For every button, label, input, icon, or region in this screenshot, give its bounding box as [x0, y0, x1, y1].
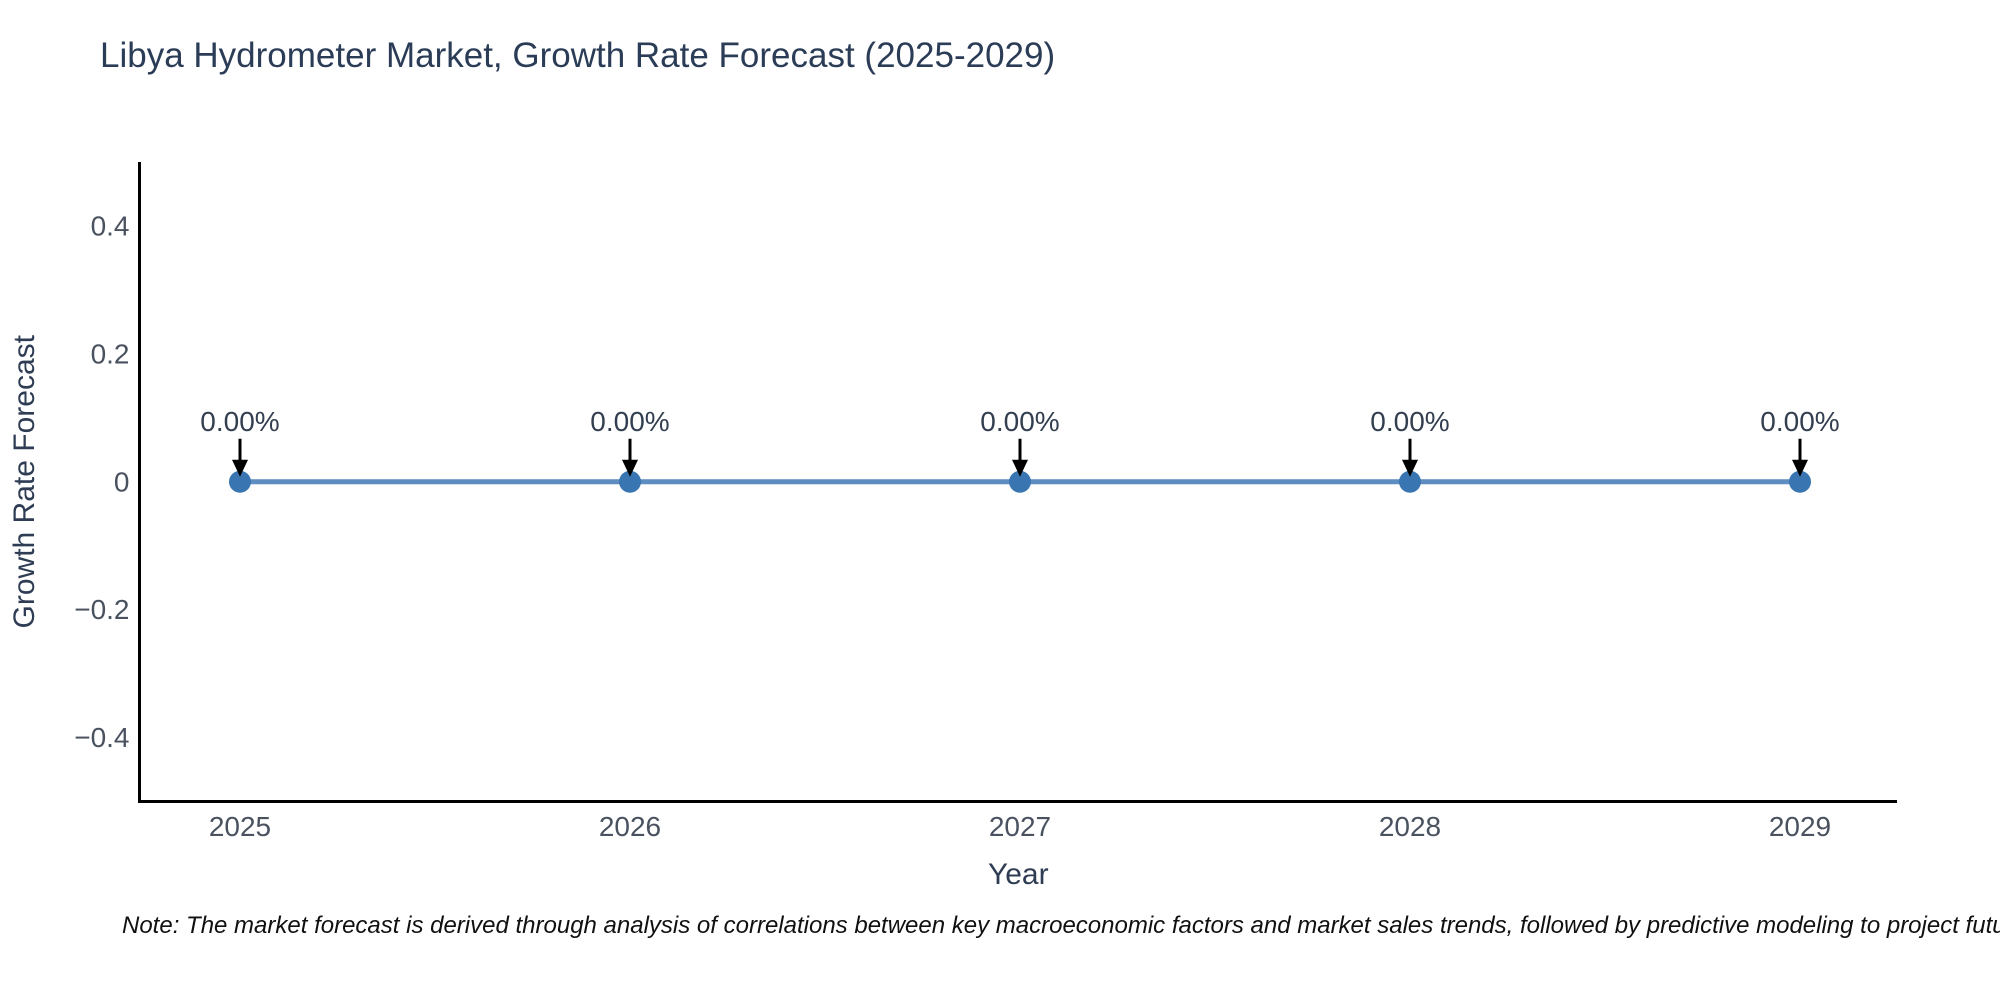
- annotation-down-arrow-icon: [1012, 459, 1028, 477]
- annotation-down-arrow-icon: [622, 459, 638, 477]
- y-tick-label: 0.4: [91, 210, 130, 241]
- x-tick-label: 2025: [209, 811, 271, 842]
- data-point[interactable]: [619, 470, 641, 493]
- data-point[interactable]: [229, 470, 251, 493]
- x-tick-label: 2026: [599, 811, 661, 842]
- annotation-down-arrow-icon: [1792, 459, 1808, 477]
- point-annotation-label: 0.00%: [1760, 406, 1839, 437]
- x-axis-title: Year: [988, 858, 1049, 891]
- y-tick-label: 0: [114, 466, 130, 497]
- x-tick-label: 2028: [1379, 811, 1441, 842]
- x-tick-label: 2029: [1769, 811, 1831, 842]
- point-annotation-label: 0.00%: [590, 406, 669, 437]
- footnote-text: Note: The market forecast is derived thr…: [122, 912, 2000, 939]
- annotation-down-arrow-icon: [1402, 459, 1418, 477]
- point-annotation-label: 0.00%: [1370, 406, 1449, 437]
- y-axis-title: Growth Rate Forecast: [8, 334, 41, 628]
- data-point[interactable]: [1009, 470, 1031, 493]
- y-tick-label: −0.4: [74, 722, 129, 753]
- data-point[interactable]: [1399, 470, 1421, 493]
- data-point[interactable]: [1789, 470, 1811, 493]
- annotation-down-arrow-icon: [232, 459, 248, 477]
- chart-title: Libya Hydrometer Market, Growth Rate For…: [100, 36, 1056, 75]
- y-tick-label: 0.2: [91, 338, 130, 369]
- point-annotation-label: 0.00%: [200, 406, 279, 437]
- point-annotation-label: 0.00%: [980, 406, 1059, 437]
- y-tick-label: −0.2: [74, 594, 129, 625]
- x-tick-label: 2027: [989, 811, 1051, 842]
